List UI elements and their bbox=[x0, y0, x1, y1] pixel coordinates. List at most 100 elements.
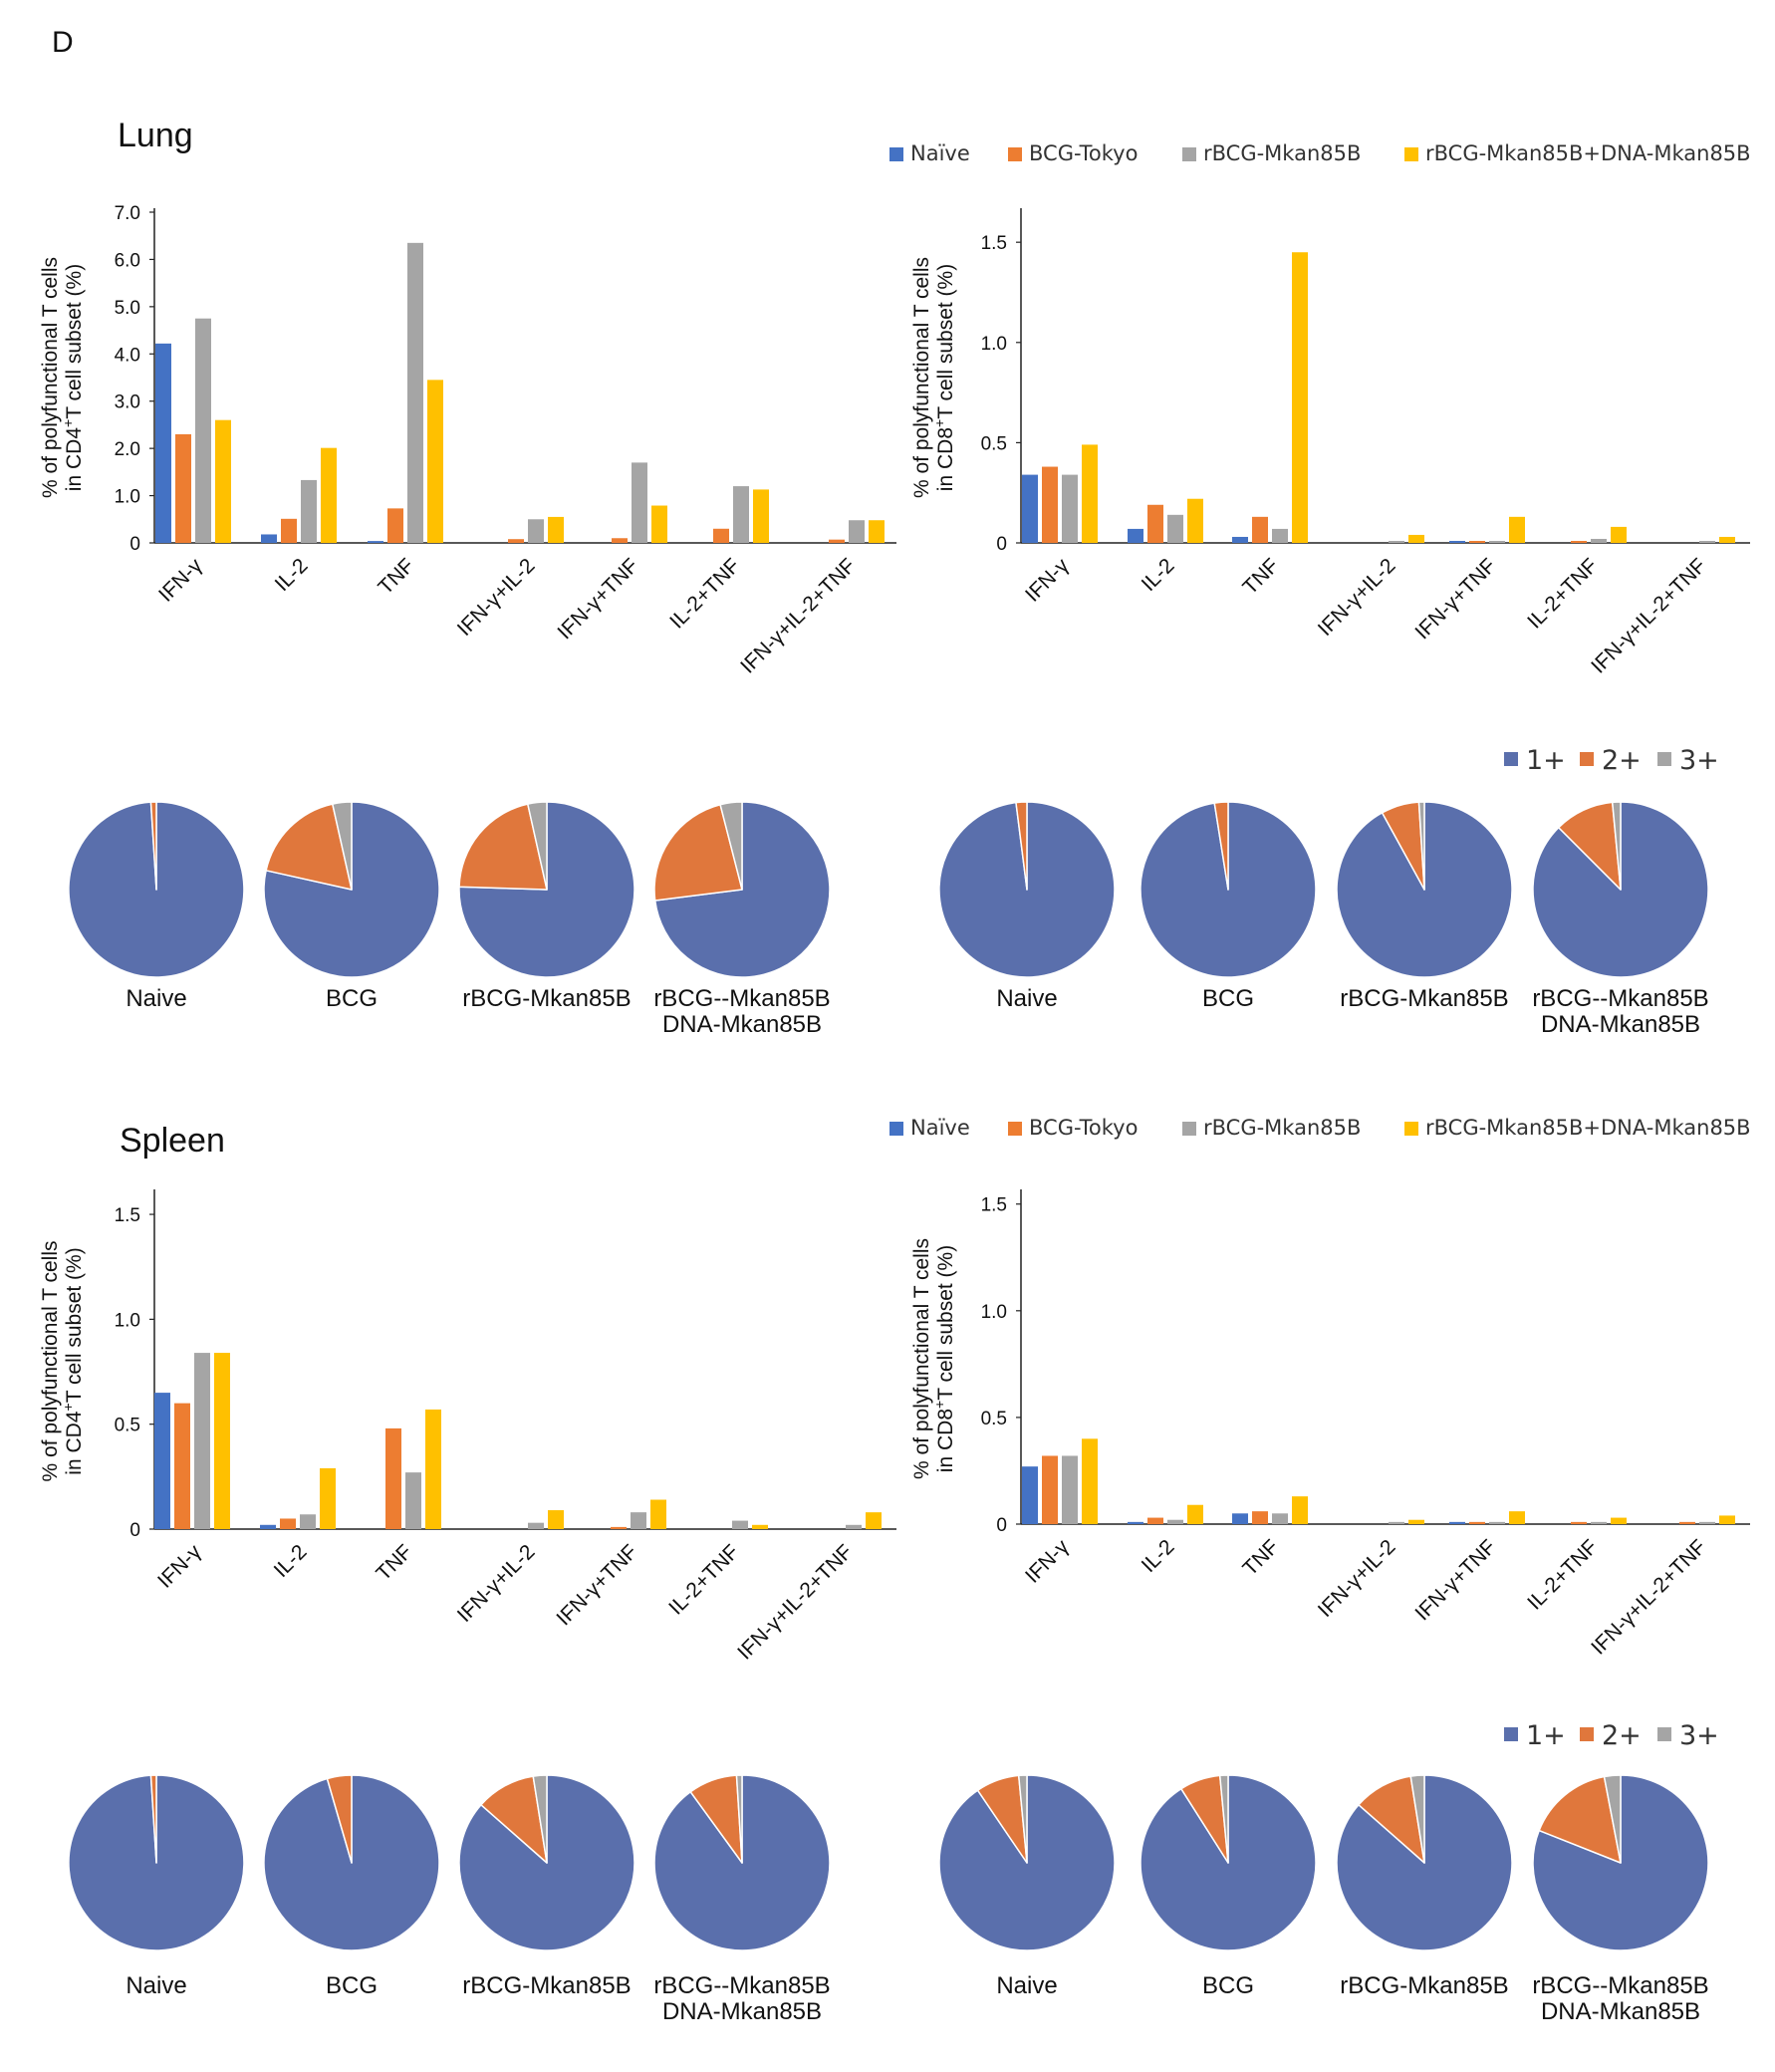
pie-label: rBCG--Mkan85B bbox=[653, 1972, 830, 1999]
bar-bcg-tokyo-ifn-gamma-plus-il-2-plus-tnf bbox=[829, 539, 845, 543]
y-tick-label: 0 bbox=[996, 534, 1007, 555]
pie-label: rBCG-Mkan85B bbox=[462, 1972, 631, 1999]
bar-rbcg-mkan85b-ifn-gamma-plus-tnf bbox=[632, 462, 647, 543]
x-tick-label-il-2-plus-tnf: IL-2+TNF bbox=[1523, 1535, 1602, 1614]
bar-rbcg-mkan85b-il-2-plus-tnf bbox=[1591, 1521, 1607, 1524]
pie-label: rBCG--Mkan85B bbox=[1532, 1972, 1708, 1999]
y-axis-title: % of polyfunctional T cellsin CD4+T cell… bbox=[39, 1240, 86, 1481]
bar-rbcg-mkan85b-tnf bbox=[1272, 1513, 1288, 1524]
x-tick-label-il-2-plus-tnf: IL-2+TNF bbox=[665, 554, 744, 633]
x-tick-label-il-2: IL-2 bbox=[271, 554, 313, 596]
y-tick-label: 0.5 bbox=[981, 433, 1007, 454]
y-axis-title-line2-pre: in CD8 bbox=[934, 427, 957, 491]
y-axis-title-line2-pre: in CD8 bbox=[934, 1409, 957, 1472]
x-tick-label-ifn-gamma-plus-tnf: IFN-γ+TNF bbox=[553, 554, 642, 644]
pie-legend-label-3-plus: 3+ bbox=[1679, 745, 1719, 776]
bar-rbcg-mkan85b-plus-dna-mkan85b-il-2-plus-tnf bbox=[1611, 526, 1627, 543]
y-tick-label: 0.5 bbox=[115, 1416, 140, 1436]
bar-rbcg-mkan85b-ifn-gamma-plus-il-2 bbox=[528, 1522, 544, 1529]
y-tick-label: 6.0 bbox=[115, 250, 140, 271]
pie-group-spleen-cd4-pies: Naive BCG rBCG-Mkan85B rBCG--Mkan85BDNA-Mka… bbox=[68, 1774, 831, 2025]
bar-rbcg-mkan85b-ifn-gamma-plus-il-2-plus-tnf bbox=[846, 1524, 862, 1529]
bar-na-ve-ifn-gamma-plus-tnf bbox=[1449, 1521, 1465, 1524]
bar-rbcg-mkan85b-plus-dna-mkan85b-il-2-plus-tnf bbox=[752, 1524, 768, 1529]
bar-bcg-tokyo-ifn-gamma bbox=[174, 1403, 190, 1529]
bar-rbcg-mkan85b-tnf bbox=[405, 1472, 421, 1529]
bar-na-ve-il-2 bbox=[1128, 1521, 1143, 1524]
pie-label: BCG bbox=[326, 985, 378, 1012]
bar-rbcg-mkan85b-il-2-plus-tnf bbox=[733, 486, 749, 543]
pie-slice-2-plus bbox=[458, 803, 548, 891]
x-tick-label-ifn-gamma-plus-il-2: IFN-γ+IL-2 bbox=[1314, 1535, 1400, 1622]
bar-bcg-tokyo-ifn-gamma bbox=[175, 433, 191, 543]
bar-rbcg-mkan85b-tnf bbox=[407, 242, 423, 544]
pie-legend-label-1-plus: 1+ bbox=[1526, 745, 1566, 776]
bar-bcg-tokyo-tnf bbox=[1252, 516, 1268, 543]
x-tick-label-ifn-gamma: IFN-γ bbox=[153, 1540, 206, 1593]
bar-bcg-tokyo-il-2-plus-tnf bbox=[1571, 540, 1587, 543]
bar-rbcg-mkan85b-ifn-gamma-plus-il-2 bbox=[1389, 1521, 1404, 1524]
bar-rbcg-mkan85b-plus-dna-mkan85b-ifn-gamma-plus-il-2 bbox=[548, 516, 564, 543]
bar-na-ve-ifn-gamma bbox=[1022, 1466, 1038, 1524]
pie-label: rBCG-Mkan85B bbox=[462, 985, 631, 1012]
bar-na-ve-tnf bbox=[368, 541, 383, 543]
bar-rbcg-mkan85b-plus-dna-mkan85b-ifn-gamma bbox=[214, 1353, 230, 1529]
bar-bcg-tokyo-ifn-gamma bbox=[1042, 466, 1058, 543]
y-axis-title-line1: % of polyfunctional T cells bbox=[39, 1240, 62, 1481]
bar-rbcg-mkan85b-plus-dna-mkan85b-tnf bbox=[1292, 252, 1308, 543]
bar-legend: Naïve BCG-Tokyo rBCG-Mkan85B rBCG-Mkan85B+D… bbox=[889, 1116, 1751, 1140]
legend-label-rbcg-mkan85b-plus-dna-mkan85b: rBCG-Mkan85B+DNA-Mkan85B bbox=[1425, 1116, 1751, 1140]
y-axis-title-line2-post: T cell subset (%) bbox=[934, 1245, 957, 1401]
pie-label: rBCG--Mkan85B bbox=[653, 985, 830, 1012]
pie-legend-label-2-plus: 2+ bbox=[1602, 745, 1642, 776]
pie-legend-swatch-1-plus bbox=[1504, 1727, 1518, 1741]
x-tick-label-ifn-gamma-plus-tnf: IFN-γ+TNF bbox=[552, 1540, 641, 1630]
pie-label: rBCG-Mkan85B bbox=[1340, 1972, 1508, 1999]
bar-rbcg-mkan85b-ifn-gamma-plus-tnf bbox=[1489, 540, 1505, 543]
bar-rbcg-mkan85b-il-2-plus-tnf bbox=[1591, 538, 1607, 543]
pie-legend: 1+ 2+ 3+ bbox=[1504, 1720, 1719, 1751]
bar-rbcg-mkan85b-plus-dna-mkan85b-ifn-gamma-plus-tnf bbox=[1509, 1511, 1525, 1524]
pie-label: BCG bbox=[1202, 985, 1254, 1012]
pie-label: rBCG--Mkan85B bbox=[1532, 985, 1708, 1012]
pie-label: DNA-Mkan85B bbox=[662, 1998, 822, 2025]
pie-slice-3-plus bbox=[719, 801, 743, 891]
x-tick-label-il-2: IL-2 bbox=[1138, 1535, 1179, 1577]
pie-legend-swatch-2-plus bbox=[1580, 1727, 1594, 1741]
pie-legend-label-1-plus: 1+ bbox=[1526, 1720, 1566, 1751]
bar-rbcg-mkan85b-plus-dna-mkan85b-ifn-gamma-plus-il-2-plus-tnf bbox=[866, 1512, 882, 1529]
bar-na-ve-tnf bbox=[1232, 536, 1248, 543]
bar-rbcg-mkan85b-plus-dna-mkan85b-ifn-gamma-plus-il-2-plus-tnf bbox=[1719, 1515, 1735, 1524]
pie-slice-3-plus bbox=[735, 1774, 743, 1864]
x-tick-label-tnf: TNF bbox=[1238, 1535, 1283, 1580]
bar-rbcg-mkan85b-plus-dna-mkan85b-ifn-gamma bbox=[215, 419, 231, 543]
bar-rbcg-mkan85b-plus-dna-mkan85b-ifn-gamma-plus-il-2-plus-tnf bbox=[1719, 536, 1735, 543]
bar-rbcg-mkan85b-ifn-gamma bbox=[194, 1353, 210, 1529]
y-axis-title-line2-post: T cell subset (%) bbox=[934, 264, 957, 419]
legend-swatch-rbcg-mkan85b-plus-dna-mkan85b bbox=[1404, 147, 1418, 161]
bar-rbcg-mkan85b-ifn-gamma bbox=[1062, 474, 1078, 543]
bar-rbcg-mkan85b-il-2-plus-tnf bbox=[732, 1520, 748, 1529]
bar-rbcg-mkan85b-ifn-gamma bbox=[195, 318, 211, 543]
y-axis-title-line1: % of polyfunctional T cells bbox=[910, 1238, 933, 1479]
bar-rbcg-mkan85b-plus-dna-mkan85b-ifn-gamma-plus-tnf bbox=[1509, 516, 1525, 543]
bar-legend: Naïve BCG-Tokyo rBCG-Mkan85B rBCG-Mkan85B+D… bbox=[889, 141, 1751, 165]
panel-letter: D bbox=[52, 26, 74, 59]
y-axis-title-sup: + bbox=[931, 419, 947, 427]
pie-legend-swatch-1-plus bbox=[1504, 752, 1518, 766]
section-title-lung: Lung bbox=[118, 117, 193, 154]
pie-slice-2-plus bbox=[1538, 1775, 1622, 1864]
bar-rbcg-mkan85b-il-2 bbox=[1167, 514, 1183, 543]
bar-bcg-tokyo-il-2-plus-tnf bbox=[1571, 1521, 1587, 1524]
bar-na-ve-tnf bbox=[1232, 1513, 1248, 1524]
y-axis-title-sup: + bbox=[931, 1401, 947, 1409]
y-tick-label: 1.0 bbox=[115, 1310, 140, 1331]
bar-bcg-tokyo-ifn-gamma-plus-tnf bbox=[1469, 540, 1485, 543]
bar-chart-spleen-cd4: 0 0.5 1.0 1.5 % of polyfunctional T cellsin … bbox=[39, 1189, 896, 1665]
bar-rbcg-mkan85b-plus-dna-mkan85b-ifn-gamma-plus-il-2 bbox=[1408, 534, 1424, 543]
bar-bcg-tokyo-tnf bbox=[387, 508, 403, 543]
y-tick-label: 1.0 bbox=[115, 487, 140, 508]
bar-na-ve-ifn-gamma bbox=[155, 343, 171, 543]
